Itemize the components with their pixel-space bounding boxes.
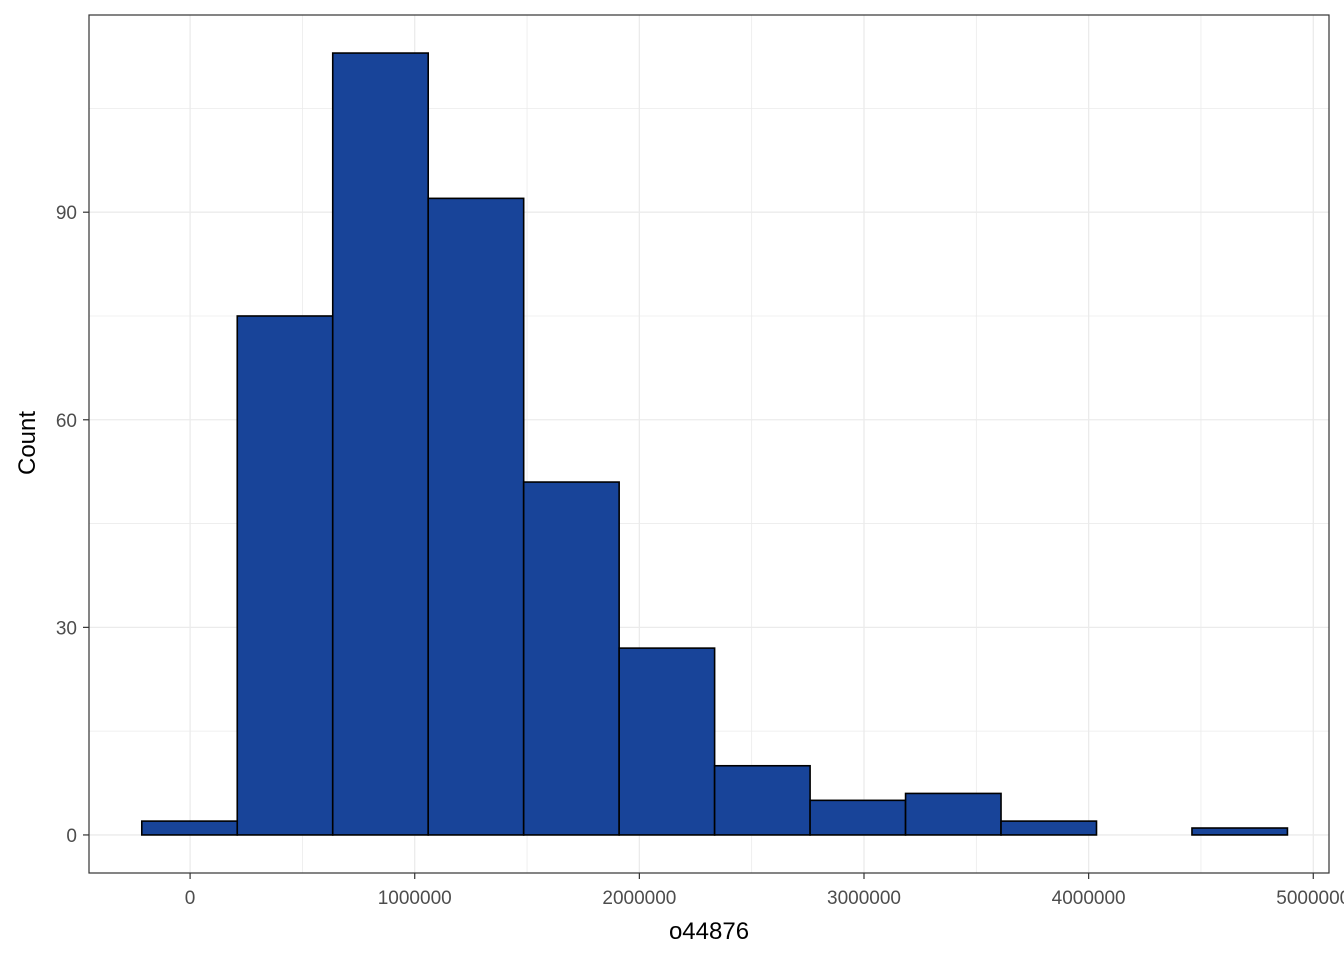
panel-border bbox=[88, 14, 1330, 874]
histogram-bar-1 bbox=[236, 315, 334, 836]
histogram-bar-7 bbox=[809, 799, 907, 836]
y-tick-label: 90 bbox=[56, 203, 77, 224]
y-tick-label: 30 bbox=[56, 618, 77, 639]
x-tick-label: 0 bbox=[185, 888, 196, 909]
histogram-bar-0 bbox=[140, 820, 239, 836]
y-tick-label: 60 bbox=[56, 411, 77, 432]
histogram-bar-3 bbox=[427, 197, 525, 836]
x-axis-ticks: 0 1000000 2000000 3000000 4000000 5000000 bbox=[185, 873, 1344, 909]
histogram-bar-2 bbox=[331, 52, 430, 836]
x-tick-label: 5000000 bbox=[1276, 888, 1344, 909]
histogram-bar-6 bbox=[713, 764, 811, 836]
histogram-bars bbox=[140, 52, 1289, 836]
histogram-bar-4 bbox=[522, 481, 620, 836]
y-tick-label: 0 bbox=[66, 826, 77, 847]
y-axis-ticks: 0 30 60 90 bbox=[56, 203, 89, 847]
x-tick-label: 4000000 bbox=[1052, 888, 1126, 909]
histogram-bar-11 bbox=[1191, 827, 1289, 836]
histogram-bar-9 bbox=[1000, 820, 1098, 836]
x-axis-title: o44876 bbox=[669, 918, 749, 945]
histogram-bar-5 bbox=[618, 647, 716, 836]
x-tick-label: 3000000 bbox=[827, 888, 901, 909]
x-tick-label: 2000000 bbox=[602, 888, 676, 909]
histogram-bar-8 bbox=[904, 792, 1002, 836]
x-tick-label: 1000000 bbox=[378, 888, 452, 909]
y-axis-title: Count bbox=[14, 411, 41, 475]
